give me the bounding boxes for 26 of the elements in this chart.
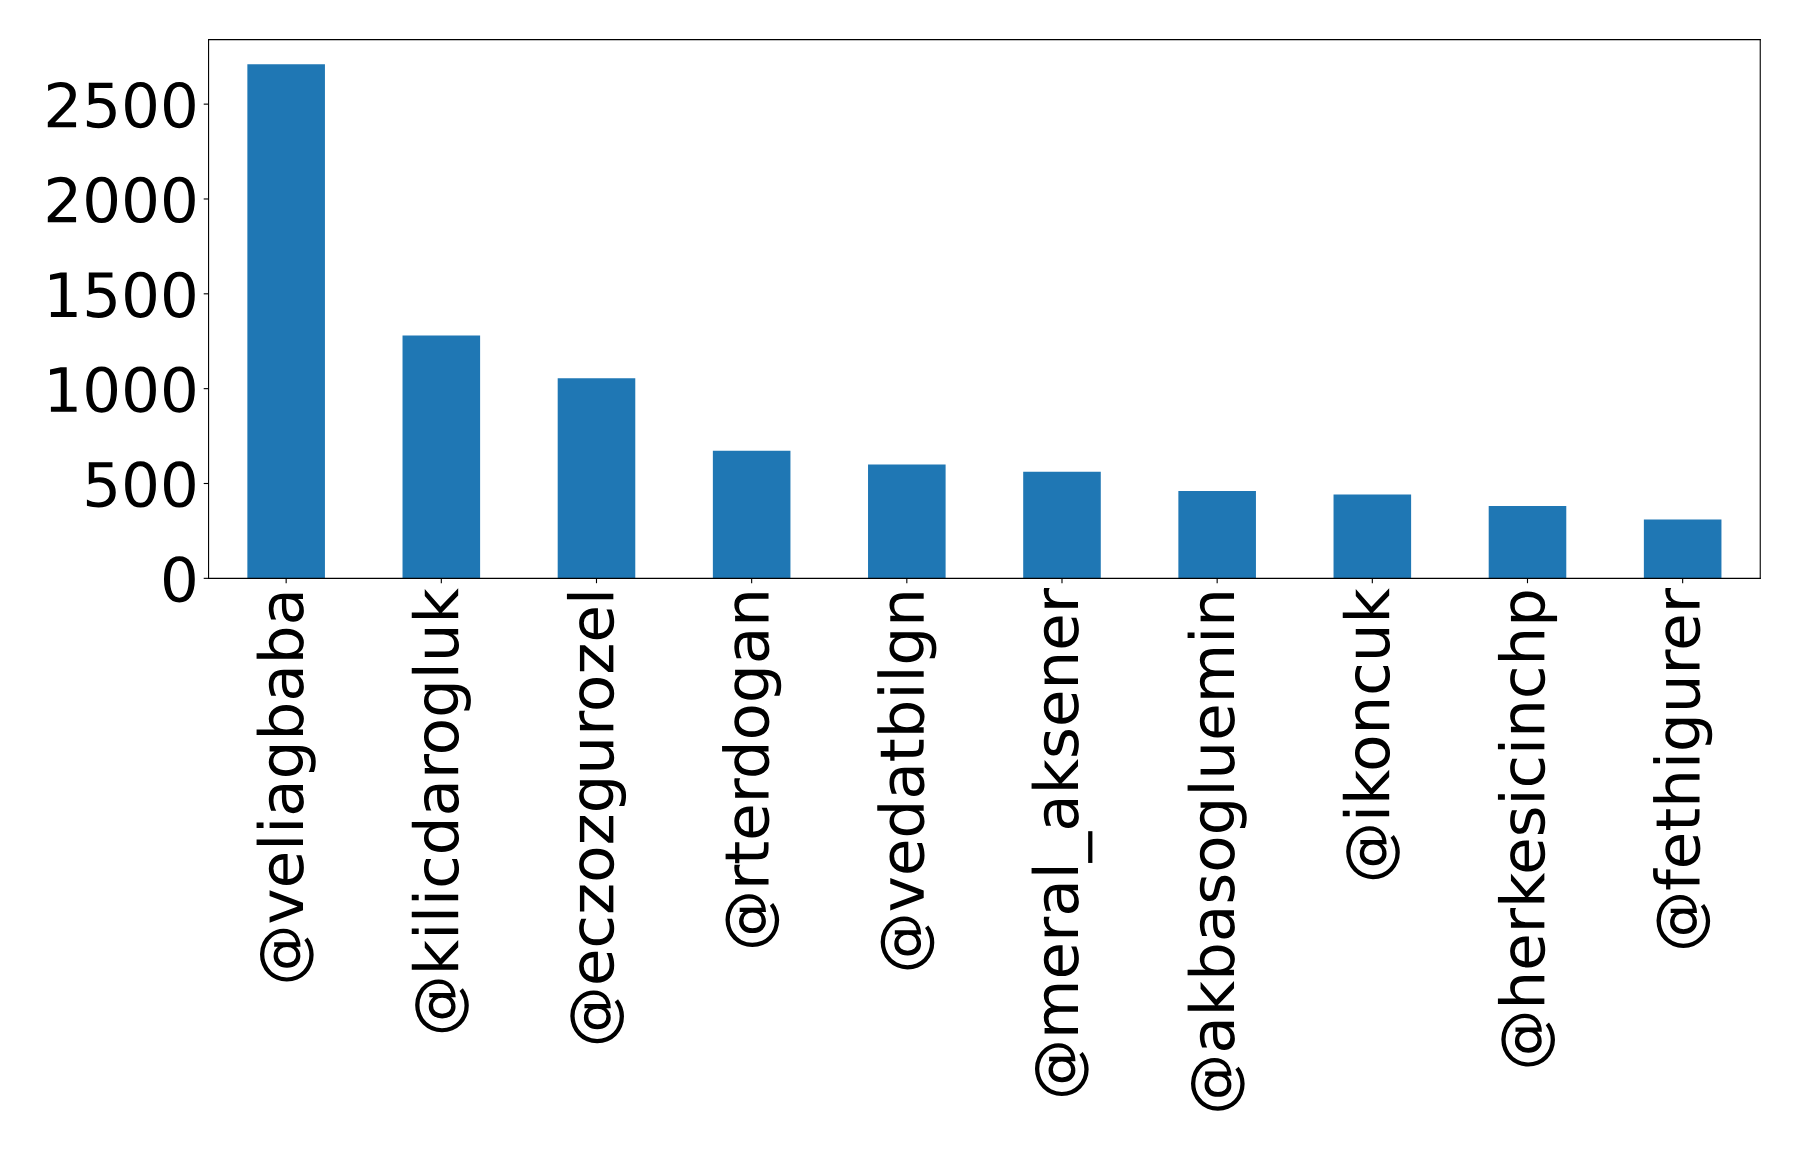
bar <box>868 464 946 579</box>
bar <box>402 335 481 579</box>
x-tick-label: @herkesicinchp <box>1497 591 1558 1067</box>
x-tick-label: @fethigurer <box>1653 588 1713 948</box>
y-tick-label: 500 <box>86 461 195 508</box>
x-tick-label: @kilicdarogluk <box>411 588 471 1033</box>
y-tick-label: 2500 <box>47 82 195 129</box>
bar <box>1333 494 1412 579</box>
x-tick-label: @vedatbilgn <box>877 593 937 970</box>
x-tick-label: @akbasogluemin <box>1187 593 1247 1111</box>
x-tick-label: @rterdogan <box>722 593 782 948</box>
y-tick-label: 1500 <box>50 271 195 318</box>
bar <box>1643 519 1722 579</box>
y-tick-label: 0 <box>163 556 195 603</box>
y-tick-label: 1000 <box>50 366 195 413</box>
bar <box>247 64 325 579</box>
bar <box>557 378 636 579</box>
bar <box>1023 471 1101 579</box>
y-tick-label: 2000 <box>47 176 195 224</box>
x-tick-label: @eczozgurozel <box>566 593 627 1044</box>
bar <box>1178 491 1256 579</box>
x-tick-label: @ikoncuk <box>1342 588 1400 880</box>
x-tick-label: @meral_aksener <box>1031 588 1093 1097</box>
x-tick-label: @veliagbaba <box>256 593 316 982</box>
bar <box>1488 505 1567 579</box>
bar <box>712 450 791 579</box>
